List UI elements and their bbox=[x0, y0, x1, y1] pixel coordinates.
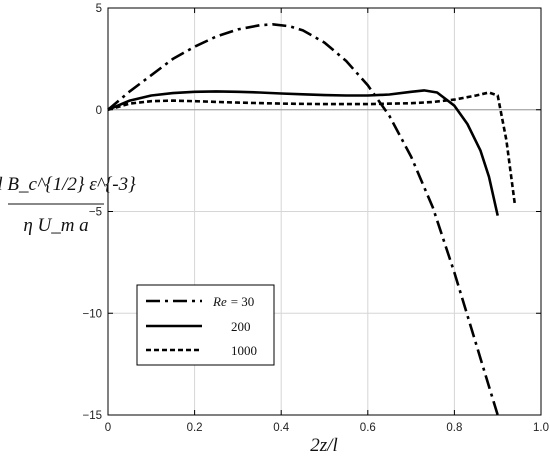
y-axis-label-denominator: η U_m a bbox=[23, 215, 88, 236]
y-tick-label: −5 bbox=[89, 207, 102, 219]
tick-labels: 0 0.2 0.4 0.6 0.8 1.0 −15 −10 −5 0 5 bbox=[82, 3, 549, 434]
legend-label-1000: 1000 bbox=[231, 343, 257, 358]
series-line-1 bbox=[107, 89, 499, 216]
x-tick-label: 1.0 bbox=[533, 422, 549, 434]
y-tick-label: −15 bbox=[82, 410, 102, 422]
legend-label-200: 200 bbox=[231, 319, 251, 334]
y-axis-label: F_l B_c^{1/2} ε^{-3} η U_m a bbox=[0, 174, 136, 236]
x-tick-label: 0.4 bbox=[273, 422, 290, 434]
legend-re-symbol: Re bbox=[212, 294, 227, 309]
y-tick-label: 0 bbox=[96, 105, 102, 117]
legend: Re = 30 200 1000 bbox=[136, 284, 275, 366]
legend-re30-value: = 30 bbox=[231, 294, 255, 309]
x-axis-label: 2z/l bbox=[310, 435, 337, 456]
series-lines bbox=[107, 23, 517, 416]
y-tick-label: 5 bbox=[96, 3, 102, 15]
x-tick-label: 0.6 bbox=[360, 422, 376, 434]
x-tick-label: 0 bbox=[105, 422, 111, 434]
series-line-0 bbox=[107, 23, 499, 416]
x-tick-label: 0.2 bbox=[187, 422, 203, 434]
y-axis-label-numerator: F_l B_c^{1/2} ε^{-3} bbox=[0, 174, 136, 195]
y-tick-label: −10 bbox=[82, 308, 102, 320]
series-line-2 bbox=[107, 91, 517, 206]
x-tick-label: 0.8 bbox=[446, 422, 462, 434]
legend-label-re30: Re = 30 bbox=[212, 294, 254, 309]
axis-ticks bbox=[107, 7, 542, 416]
